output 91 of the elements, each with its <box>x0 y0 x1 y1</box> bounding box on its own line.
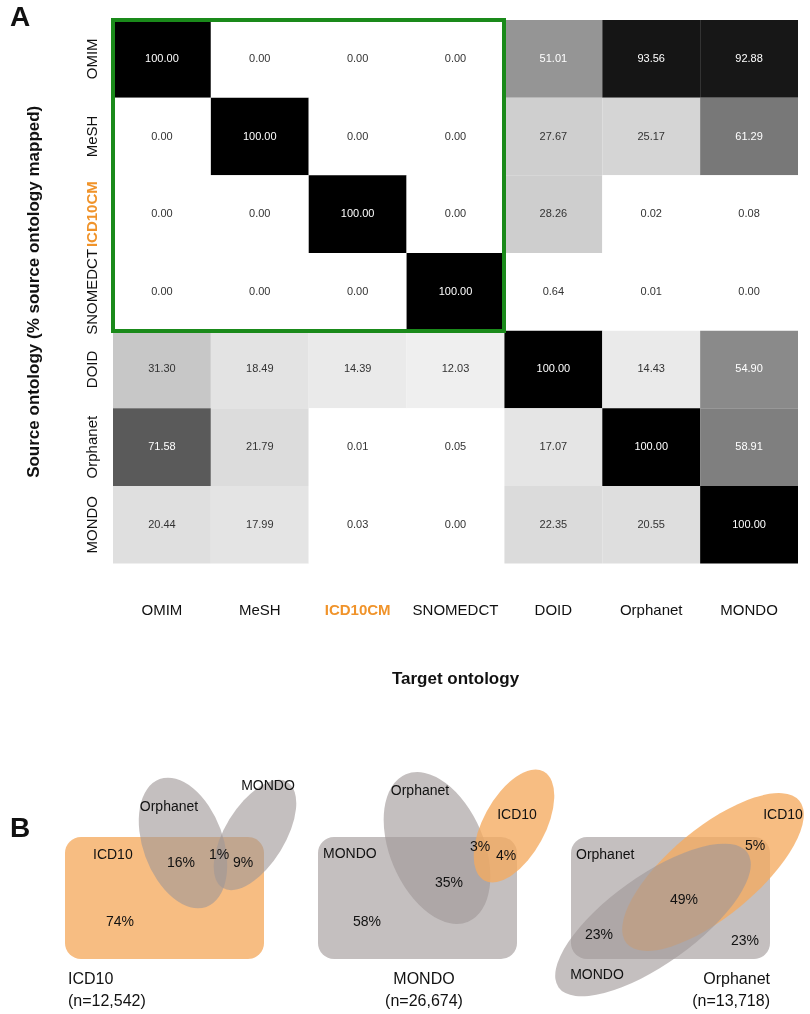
text: 1% <box>208 845 230 862</box>
x-tick-label: MONDO <box>720 600 778 618</box>
y-tick-label: MONDO <box>83 496 101 554</box>
data-label: 0.00 <box>151 207 173 220</box>
data-label: 31.30 <box>148 362 176 375</box>
data-label: 100.00 <box>536 362 571 375</box>
data-label: 0.00 <box>346 284 369 297</box>
data-label: 0.64 <box>542 284 565 297</box>
data-label: 61.29 <box>735 129 763 142</box>
text: 74% <box>105 912 135 929</box>
data-label: 28.26 <box>539 207 568 220</box>
text: 16% <box>166 853 196 870</box>
data-label: 0.01 <box>640 284 662 297</box>
data-label: 0.00 <box>738 284 760 297</box>
text: 4% <box>495 846 517 863</box>
data-label: 0.00 <box>444 51 467 64</box>
text: MONDO <box>570 965 624 982</box>
data-label: 58.91 <box>735 440 763 453</box>
data-label: 17.99 <box>246 517 274 530</box>
text: MONDO (n=26,674) <box>385 970 463 1010</box>
y-tick-label: DOID <box>83 350 101 389</box>
text: 23% <box>584 925 614 942</box>
data-label: 14.43 <box>637 362 665 375</box>
data-label: 0.00 <box>249 284 271 297</box>
chart-title: A <box>10 0 31 32</box>
text: 9% <box>232 853 254 870</box>
data-label: 20.44 <box>148 517 176 530</box>
text: Orphanet <box>390 781 450 798</box>
data-label: 71.58 <box>148 440 176 453</box>
data-label: 0.02 <box>640 207 662 220</box>
data-label: 51.01 <box>539 51 568 64</box>
data-label: 25.17 <box>637 129 665 142</box>
x-axis-title: Target ontology <box>391 669 520 689</box>
data-label: 0.03 <box>346 517 369 530</box>
data-label: 100.00 <box>145 51 179 64</box>
data-label: 100.00 <box>242 129 277 142</box>
data-label: 0.08 <box>738 207 760 220</box>
y-tick-label: OMIM <box>83 38 101 80</box>
data-label: 21.79 <box>246 440 274 453</box>
x-tick-label: SNOMEDCT <box>412 600 499 618</box>
text: 3% <box>469 837 491 854</box>
text: B <box>10 811 31 843</box>
text: MONDO <box>241 776 295 793</box>
x-tick-label: ICD10CM <box>324 600 391 618</box>
text: 35% <box>434 873 464 890</box>
data-label: 0.00 <box>444 129 467 142</box>
data-label: 100.00 <box>634 440 669 453</box>
data-label: 14.39 <box>343 362 372 375</box>
y-axis-title: Source ontology (% source ontology mapped) <box>23 105 43 478</box>
x-tick-label: DOID <box>534 600 573 618</box>
y-tick-label: SNOMEDCT <box>83 248 101 335</box>
data-label: 54.90 <box>735 362 763 375</box>
data-label: 12.03 <box>441 362 470 375</box>
text: MONDO <box>323 844 377 861</box>
data-label: 0.01 <box>346 440 369 453</box>
y-tick-label: Orphanet <box>83 415 101 479</box>
data-label: 27.67 <box>539 129 568 142</box>
text: ICD10 <box>763 805 804 822</box>
x-tick-label: OMIM <box>141 600 183 618</box>
x-tick-label: MeSH <box>238 600 281 618</box>
data-label: 93.56 <box>637 51 665 64</box>
data-label: 22.35 <box>539 517 568 530</box>
text: 23% <box>730 931 760 948</box>
data-label: 100.00 <box>438 284 473 297</box>
data-label: 0.00 <box>249 51 271 64</box>
text: ICD10 <box>497 805 538 822</box>
data-label: 92.88 <box>735 51 763 64</box>
data-label: 0.00 <box>151 284 173 297</box>
data-label: 17.07 <box>539 440 568 453</box>
data-label: 100.00 <box>732 517 766 530</box>
text: 49% <box>669 890 699 907</box>
data-label: 0.00 <box>346 51 369 64</box>
data-label: 100.00 <box>340 207 375 220</box>
data-label: 18.49 <box>246 362 274 375</box>
y-tick-label: ICD10CM <box>83 181 101 248</box>
text: Orphanet (n=13,718) <box>692 970 771 1010</box>
data-label: 0.00 <box>444 207 467 220</box>
text: Orphanet <box>139 797 199 814</box>
text: Orphanet <box>576 845 635 862</box>
data-label: 0.00 <box>346 129 369 142</box>
y-tick-label: MeSH <box>83 115 101 158</box>
text: ICD10 (n=12,542) <box>68 970 146 1010</box>
data-label: 0.05 <box>444 440 467 453</box>
data-label: 0.00 <box>444 517 467 530</box>
text: 58% <box>352 912 382 929</box>
data-label: 0.00 <box>249 207 271 220</box>
x-tick-label: Orphanet <box>619 600 684 618</box>
data-label: 0.00 <box>151 129 173 142</box>
data-label: 20.55 <box>637 517 665 530</box>
text: 5% <box>744 836 766 853</box>
text: ICD10 <box>93 845 133 862</box>
